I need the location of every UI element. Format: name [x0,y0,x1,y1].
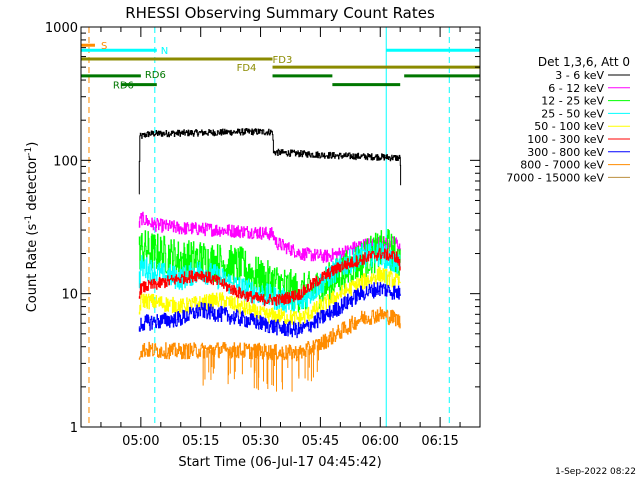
segment-bar-label: FD3 [273,55,293,66]
legend-label: 25 - 50 keV [541,107,604,120]
segment-bar-label: RD6 [113,81,134,92]
legend-header: Det 1,3,6, Att 0 [538,55,630,69]
vertical-markers [81,27,450,427]
legend-label: 800 - 7000 keV [520,159,604,172]
y-axis-label: Count Rate (s-1 detector-1) [24,142,40,313]
y-axis-label-sup1: -1 [24,215,34,224]
y-axis-label-sup2: -1 [24,147,34,156]
y-axis-label-main: Count Rate (s [25,224,40,313]
segment-bar-labels: S N FD3 FD4 RD6 RD6 [101,41,292,91]
y-axis-label-mid: detector [25,155,40,215]
series-line [138,128,402,195]
x-axis-label: Start Time (06-Jul-17 04:45:42) [178,455,381,470]
x-tick-label: 05:00 [122,434,159,449]
y-tick-label: 100 [53,154,78,169]
segment-bar-label: S [101,41,107,52]
series-line [138,282,401,339]
x-tick-label: 05:15 [182,434,219,449]
chart-title: RHESSI Observing Summary Count Rates [125,4,435,22]
y-tick-label: 1 [70,421,78,436]
series-line [138,266,401,327]
legend-label: 7000 - 15000 keV [506,171,604,184]
y-axis-label-end: ) [25,142,40,147]
y-tick-label: 10 [61,288,78,303]
x-tick-label: 06:00 [362,434,399,449]
legend-label: 50 - 100 keV [534,120,604,133]
y-tick-label: 1000 [45,21,78,36]
legend-label: 12 - 25 keV [541,95,604,108]
segment-bars [81,43,480,87]
segment-bar-label: N [161,46,168,57]
series-line [138,306,401,362]
series-line [138,211,401,263]
y-axis-ticks: 1 10 100 1000 [45,21,480,436]
legend-label: 100 - 300 keV [527,133,604,146]
legend-label: 300 - 800 keV [527,146,604,159]
series-lines [138,128,402,392]
timestamp: 1-Sep-2022 08:22 [555,467,636,477]
x-tick-label: 05:30 [242,434,279,449]
segment-bar-label: RD6 [145,70,166,81]
segment-bar-label: FD4 [237,63,257,74]
x-axis-ticks: 05:00 05:15 05:30 05:45 06:00 06:15 [80,27,481,449]
series-line [138,247,401,307]
x-tick-label: 06:15 [421,434,458,449]
x-tick-label: 05:45 [302,434,339,449]
series-line [138,229,401,313]
legend-label: 6 - 12 keV [548,82,604,95]
legend-label: 3 - 6 keV [555,69,604,82]
